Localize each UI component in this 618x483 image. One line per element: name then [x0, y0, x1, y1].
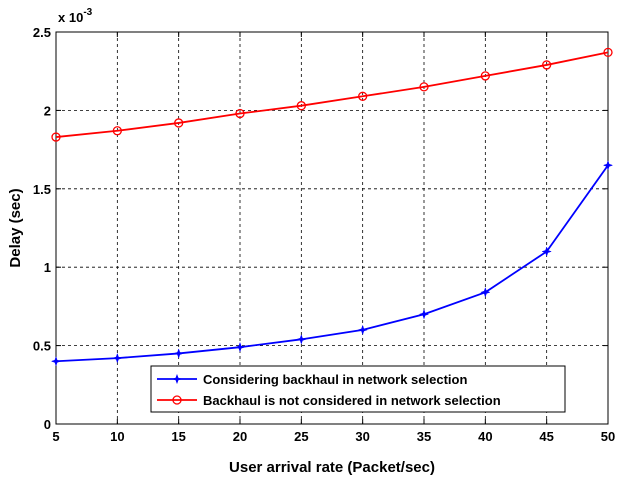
x-tick-label: 50	[601, 429, 615, 444]
data-point	[235, 108, 245, 119]
data-point	[173, 348, 184, 359]
data-point	[418, 308, 430, 320]
data-point	[174, 118, 184, 128]
x-tick-label: 35	[417, 429, 431, 444]
series-group	[50, 47, 614, 367]
x-tick-label: 45	[539, 429, 553, 444]
y-tick-label: 0.5	[33, 339, 51, 354]
data-point	[171, 373, 183, 385]
series-2	[51, 47, 613, 142]
data-point	[480, 71, 490, 81]
series-line	[55, 51, 609, 138]
y-axis-multiplier: x 10-3	[58, 7, 93, 25]
y-tick-label: 0	[44, 417, 51, 432]
y-tick-label: 2.5	[33, 25, 51, 40]
legend-label: Considering backhaul in network selectio…	[203, 372, 467, 387]
x-tick-label: 40	[478, 429, 492, 444]
data-point	[541, 246, 552, 257]
data-point	[234, 341, 246, 353]
x-axis: 5 10 15 20 25 30 35 40 45 50	[52, 32, 615, 444]
data-point	[357, 324, 368, 336]
series-1	[50, 159, 614, 367]
x-tick-label: 15	[171, 429, 185, 444]
grid-lines	[56, 32, 608, 424]
data-point	[602, 159, 614, 171]
x-tick-label: 20	[233, 429, 247, 444]
data-point	[419, 82, 429, 92]
plot-area-frame	[55, 31, 609, 425]
data-point	[172, 395, 182, 405]
data-point	[50, 355, 62, 367]
legend-box	[150, 365, 566, 413]
data-point	[296, 334, 307, 345]
y-axis-label: Delay (sec)	[7, 188, 24, 267]
x-tick-label: 30	[355, 429, 369, 444]
y-axis: 0 0.5 1 1.5 2 2.5	[33, 25, 608, 432]
data-point	[296, 101, 306, 111]
x-axis-label: User arrival rate (Packet/sec)	[229, 459, 435, 476]
y-tick-label: 2	[44, 103, 51, 118]
data-point	[358, 91, 368, 101]
legend: Considering backhaul in network selectio…	[150, 365, 566, 413]
legend-label: Backhaul is not considered in network se…	[203, 393, 501, 408]
x-tick-label: 25	[294, 429, 308, 444]
x-tick-label: 5	[52, 429, 59, 444]
series-line	[55, 164, 609, 363]
legend-item: Backhaul is not considered in network se…	[157, 393, 501, 408]
data-point	[480, 287, 491, 298]
data-point	[603, 47, 613, 58]
data-point	[542, 60, 552, 70]
data-point	[51, 132, 61, 142]
y-tick-label: 1	[44, 260, 51, 275]
x-tick-label: 10	[110, 429, 124, 444]
legend-item: Considering backhaul in network selectio…	[157, 372, 467, 387]
data-point	[112, 352, 123, 364]
y-tick-label: 1.5	[33, 182, 51, 197]
data-point	[112, 126, 122, 136]
